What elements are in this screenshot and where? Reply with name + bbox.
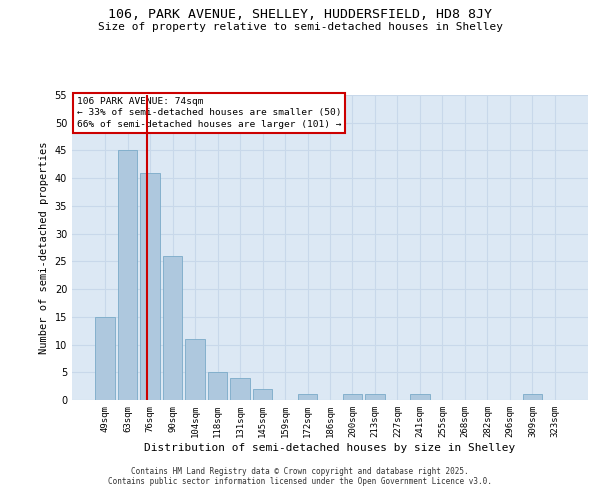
Text: Contains public sector information licensed under the Open Government Licence v3: Contains public sector information licen… bbox=[108, 477, 492, 486]
Bar bbox=[163, 256, 182, 400]
Bar bbox=[410, 394, 430, 400]
Text: Size of property relative to semi-detached houses in Shelley: Size of property relative to semi-detach… bbox=[97, 22, 503, 32]
Bar bbox=[523, 394, 542, 400]
Bar bbox=[298, 394, 317, 400]
Bar bbox=[365, 394, 385, 400]
Bar bbox=[118, 150, 137, 400]
Text: 106 PARK AVENUE: 74sqm
← 33% of semi-detached houses are smaller (50)
66% of sem: 106 PARK AVENUE: 74sqm ← 33% of semi-det… bbox=[77, 96, 341, 129]
Bar bbox=[140, 172, 160, 400]
Bar bbox=[185, 339, 205, 400]
Bar bbox=[253, 389, 272, 400]
Bar bbox=[95, 317, 115, 400]
Y-axis label: Number of semi-detached properties: Number of semi-detached properties bbox=[39, 141, 49, 354]
Text: 106, PARK AVENUE, SHELLEY, HUDDERSFIELD, HD8 8JY: 106, PARK AVENUE, SHELLEY, HUDDERSFIELD,… bbox=[108, 8, 492, 20]
Text: Contains HM Land Registry data © Crown copyright and database right 2025.: Contains HM Land Registry data © Crown c… bbox=[131, 467, 469, 476]
Bar bbox=[230, 378, 250, 400]
Bar bbox=[343, 394, 362, 400]
X-axis label: Distribution of semi-detached houses by size in Shelley: Distribution of semi-detached houses by … bbox=[145, 442, 515, 452]
Bar bbox=[208, 372, 227, 400]
